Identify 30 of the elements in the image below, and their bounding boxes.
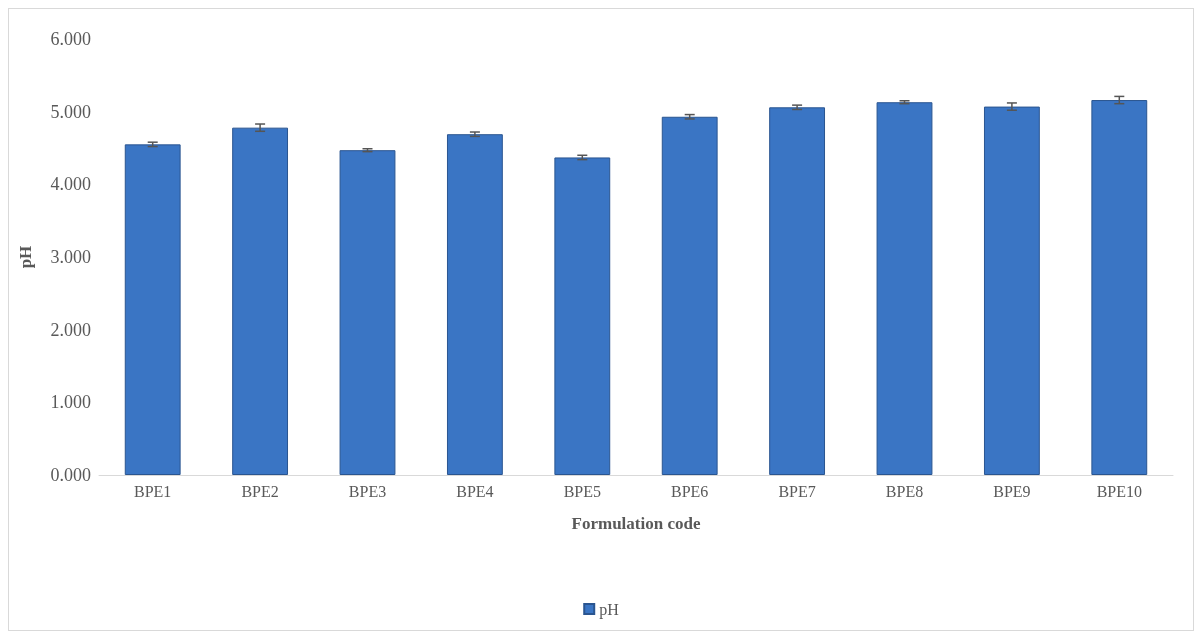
y-axis-title: pH: [16, 245, 35, 269]
y-tick-label: 0.000: [50, 465, 91, 485]
x-tick-label: BPE8: [885, 482, 924, 500]
bar: [554, 157, 611, 475]
y-tick-label: 6.000: [50, 29, 91, 49]
x-tick-label: BPE3: [348, 482, 387, 500]
bar: [769, 107, 826, 475]
y-tick-label: 3.000: [50, 247, 91, 267]
x-tick-label: BPE2: [241, 482, 279, 500]
x-tick-label: BPE10: [1096, 482, 1142, 500]
x-tick-label: BPE1: [134, 482, 172, 500]
x-tick-label: BPE5: [563, 482, 601, 500]
legend-label: pH: [599, 600, 620, 619]
x-axis-title: Formulation code: [571, 514, 701, 533]
bar: [446, 134, 503, 475]
bar: [339, 150, 396, 475]
bar: [876, 102, 933, 475]
y-tick-label: 2.000: [50, 319, 91, 340]
x-tick-label: BPE9: [993, 482, 1031, 500]
bar: [232, 127, 289, 475]
y-tick-label: 5.000: [50, 101, 91, 122]
bar: [661, 116, 718, 475]
bar: [1091, 100, 1148, 475]
x-tick-label: BPE6: [671, 482, 709, 500]
bar: [983, 106, 1040, 475]
y-tick-label: 4.000: [50, 174, 91, 195]
x-tick-label: BPE7: [778, 482, 816, 500]
x-tick-label: BPE4: [456, 482, 494, 500]
y-tick-label: 1.000: [50, 392, 91, 413]
bar: [124, 144, 181, 475]
